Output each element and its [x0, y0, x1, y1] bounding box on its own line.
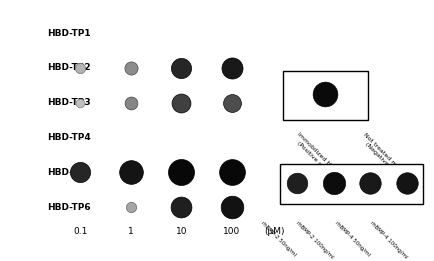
Text: (μM): (μM)	[265, 227, 285, 236]
Text: rhBMP-2 100ng/ml: rhBMP-2 100ng/ml	[295, 221, 334, 260]
Point	[127, 170, 134, 174]
Text: rhBMP-4 50ng/ml: rhBMP-4 50ng/ml	[334, 221, 371, 257]
Point	[322, 92, 329, 96]
Text: HBD-TP6: HBD-TP6	[47, 203, 91, 212]
Point	[228, 170, 235, 174]
Text: HBD-TP1: HBD-TP1	[47, 28, 91, 38]
Text: 1: 1	[128, 227, 134, 236]
Point	[127, 100, 134, 105]
Point	[366, 181, 373, 185]
Text: Not treated membrane
(Negative control): Not treated membrane (Negative control)	[358, 132, 418, 191]
FancyBboxPatch shape	[283, 72, 368, 120]
Point	[77, 100, 84, 105]
Point	[228, 205, 235, 209]
Text: HBD-TP3: HBD-TP3	[47, 98, 91, 107]
Point	[77, 170, 84, 174]
Point	[294, 181, 301, 185]
Text: rhBMP-2 50ng/ml: rhBMP-2 50ng/ml	[260, 221, 297, 257]
Text: HBD-TP2: HBD-TP2	[47, 63, 91, 72]
Point	[331, 181, 338, 185]
Point	[403, 181, 410, 185]
Text: HBD-TP4: HBD-TP4	[47, 133, 91, 142]
Text: HBD-TP5: HBD-TP5	[47, 168, 91, 177]
Point	[178, 205, 185, 209]
Text: rhBMP-4 100ng/ml: rhBMP-4 100ng/ml	[369, 221, 408, 260]
Point	[127, 205, 134, 209]
Text: 100: 100	[223, 227, 240, 236]
Point	[228, 100, 235, 105]
Point	[228, 66, 235, 70]
Point	[178, 170, 185, 174]
Point	[178, 100, 185, 105]
Point	[178, 66, 185, 70]
Text: Immobilized Heparin
(Positive control): Immobilized Heparin (Positive control)	[292, 132, 345, 186]
Point	[127, 66, 134, 70]
Point	[77, 66, 84, 70]
Text: 0.1: 0.1	[73, 227, 87, 236]
FancyBboxPatch shape	[280, 164, 424, 204]
Text: 10: 10	[176, 227, 187, 236]
